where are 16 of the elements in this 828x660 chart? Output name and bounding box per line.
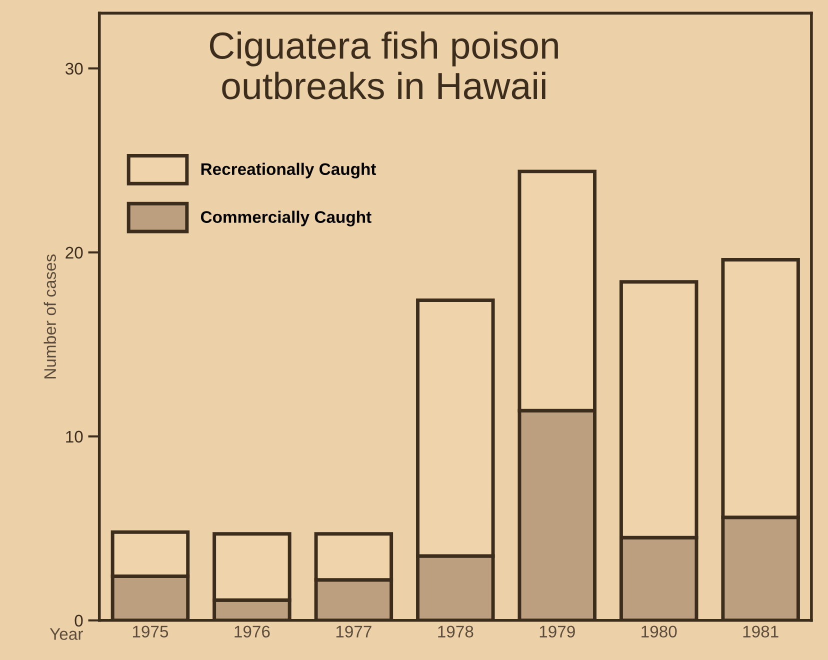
legend-label: Recreationally Caught bbox=[201, 162, 376, 178]
x-axis-title: Year bbox=[50, 628, 83, 640]
x-tick-label: 1980 bbox=[642, 626, 677, 638]
x-tick-label: 1979 bbox=[540, 626, 575, 638]
y-tick-label: 20 bbox=[66, 246, 83, 259]
y-tick-label: 10 bbox=[66, 430, 83, 443]
x-tick-label: 1976 bbox=[234, 626, 270, 638]
x-tick-label: 1981 bbox=[743, 626, 778, 638]
text: Ciguatera fish poison outbreaks in Hawaii bbox=[210, 31, 558, 100]
y-axis-title: Number of cases bbox=[44, 254, 56, 378]
legend-label: Commercially Caught bbox=[200, 210, 372, 226]
x-tick-label: 1978 bbox=[438, 626, 474, 638]
y-tick-label: 0 bbox=[74, 614, 83, 627]
y-tick-label: 30 bbox=[65, 62, 83, 75]
x-tick-label: 1977 bbox=[336, 626, 372, 638]
x-tick-label: 1975 bbox=[132, 626, 168, 638]
